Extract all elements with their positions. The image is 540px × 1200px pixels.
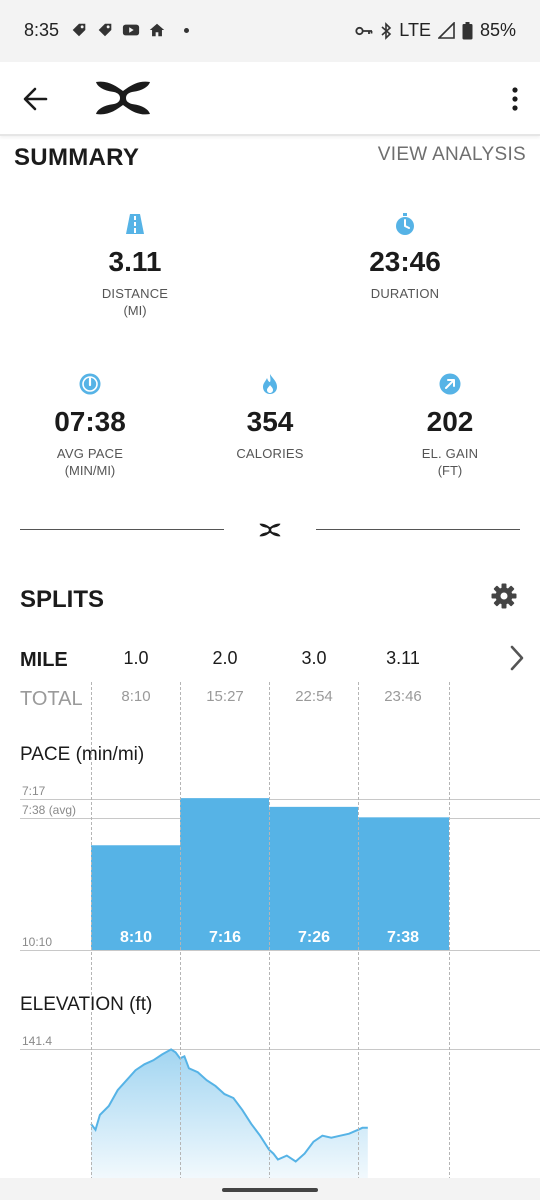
distance-unit: (MI) bbox=[123, 303, 147, 318]
pace-bar bbox=[180, 798, 269, 950]
view-analysis-link[interactable]: VIEW ANALYSIS bbox=[377, 144, 526, 165]
calories-value: 354 bbox=[246, 406, 294, 437]
youtube-icon bbox=[122, 24, 140, 36]
elevation-axis-top-label: 141.4 bbox=[22, 1034, 53, 1048]
elevation-chart-title: ELEVATION (ft) bbox=[20, 994, 153, 1015]
home-gesture-bar[interactable] bbox=[222, 1188, 318, 1192]
elevation-gain-unit: (FT) bbox=[437, 463, 463, 478]
pace-chart-title: PACE (min/mi) bbox=[20, 744, 145, 765]
duration-label: DURATION bbox=[370, 286, 440, 301]
pace-bar-label: 7:16 bbox=[208, 929, 242, 946]
distance-value: 3.11 bbox=[108, 246, 162, 277]
gear-icon[interactable] bbox=[490, 582, 518, 610]
stat-elevation-gain: 202 EL. GAIN (FT) bbox=[360, 372, 540, 478]
system-nav-bar bbox=[0, 1178, 540, 1200]
pace-bar bbox=[358, 817, 449, 950]
speedometer-icon bbox=[79, 373, 101, 395]
signal-icon bbox=[437, 22, 455, 39]
notification-dot bbox=[184, 27, 189, 33]
divider-left bbox=[20, 529, 224, 530]
elevation-gain-value: 202 bbox=[426, 406, 474, 437]
mile-label: MILE bbox=[20, 649, 68, 671]
flame-icon bbox=[263, 374, 277, 394]
pace-bar-label: 8:10 bbox=[119, 929, 153, 946]
pace-axis-top-label: 7:17 bbox=[22, 784, 46, 798]
split-mile: 2.0 bbox=[212, 648, 238, 668]
road-icon bbox=[126, 214, 144, 234]
split-total: 15:27 bbox=[206, 688, 244, 705]
split-divider bbox=[269, 682, 270, 1200]
network-type: LTE bbox=[399, 20, 431, 40]
app-bar bbox=[0, 62, 540, 136]
split-total: 22:54 bbox=[295, 688, 333, 705]
pace-bar-label: 7:38 bbox=[386, 929, 420, 946]
under-armour-logo bbox=[96, 81, 150, 115]
bluetooth-icon bbox=[381, 21, 392, 40]
split-divider bbox=[358, 682, 359, 1200]
battery-level: 85% bbox=[479, 20, 516, 40]
distance-label: DISTANCE bbox=[101, 286, 169, 301]
tag-icon bbox=[98, 23, 112, 37]
elevation-area bbox=[91, 1049, 368, 1178]
split-total: 8:10 bbox=[121, 688, 151, 705]
avg-pace-label: AVG PACE bbox=[56, 446, 124, 461]
pace-bar-label: 7:26 bbox=[297, 929, 331, 946]
pace-bar bbox=[91, 845, 180, 950]
more-options-icon[interactable] bbox=[508, 84, 522, 114]
split-mile: 3.0 bbox=[301, 648, 327, 668]
under-armour-logo bbox=[259, 523, 281, 537]
pace-bar bbox=[269, 806, 358, 950]
back-arrow-icon[interactable] bbox=[18, 82, 54, 116]
home-icon bbox=[149, 23, 165, 37]
total-label: TOTAL bbox=[20, 688, 83, 710]
split-mile: 1.0 bbox=[123, 648, 149, 668]
elevation-top-gridline bbox=[20, 1049, 540, 1050]
tag-icon bbox=[72, 23, 86, 37]
split-divider bbox=[180, 682, 181, 1200]
calories-label: CALORIES bbox=[236, 446, 304, 461]
pace-bar-chart bbox=[91, 798, 449, 950]
elevation-area-chart bbox=[90, 1048, 368, 1178]
status-time: 8:35 bbox=[24, 20, 60, 40]
avg-pace-value: 07:38 bbox=[54, 406, 126, 437]
stopwatch-icon bbox=[396, 213, 414, 235]
pace-top-gridline bbox=[20, 799, 540, 800]
pace-avg-label: 7:38 (avg) bbox=[22, 803, 77, 817]
pace-axis-bottom-label: 10:10 bbox=[22, 935, 53, 949]
stat-duration: 23:46 DURATION bbox=[315, 212, 495, 301]
split-total: 23:46 bbox=[384, 688, 422, 705]
status-bar: 8:35 LTE 85% bbox=[0, 0, 540, 62]
chevron-right-icon[interactable] bbox=[508, 644, 526, 672]
split-mile: 3.11 bbox=[386, 648, 420, 668]
summary-title: SUMMARY bbox=[14, 144, 140, 171]
avg-pace-unit: (MIN/MI) bbox=[64, 463, 116, 478]
split-divider bbox=[449, 682, 450, 1200]
vpn-key-icon bbox=[355, 26, 373, 35]
splits-title: SPLITS bbox=[20, 586, 105, 613]
arrow-up-right-icon bbox=[439, 373, 461, 395]
elevation-line bbox=[90, 1048, 368, 1163]
stat-avg-pace: 07:38 AVG PACE (MIN/MI) bbox=[0, 372, 180, 478]
split-divider bbox=[91, 682, 92, 1200]
battery-icon bbox=[462, 21, 473, 39]
elevation-gain-label: EL. GAIN bbox=[421, 446, 479, 461]
duration-value: 23:46 bbox=[369, 246, 441, 277]
pace-baseline bbox=[20, 950, 540, 951]
divider-right bbox=[316, 529, 520, 530]
stat-calories: 354 CALORIES bbox=[180, 372, 360, 461]
stat-distance: 3.11 DISTANCE (MI) bbox=[45, 212, 225, 318]
